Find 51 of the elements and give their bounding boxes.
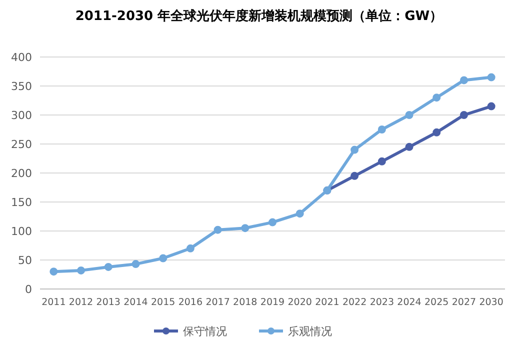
point <box>77 266 86 274</box>
x-tick-label: 2020 <box>288 297 312 308</box>
x-tick-label: 2016 <box>178 297 203 308</box>
point <box>350 172 359 180</box>
x-tick-label: 2014 <box>124 297 148 308</box>
y-tick-label: 250 <box>11 138 32 151</box>
x-tick-label: 2023 <box>370 297 394 308</box>
point <box>487 73 496 82</box>
x-tick-label: 2015 <box>150 297 176 308</box>
x-tick-label: 2011 <box>42 297 66 308</box>
point <box>460 111 468 119</box>
legend-label: 乐观情况 <box>288 325 332 338</box>
y-tick-label: 200 <box>11 167 32 180</box>
x-tick-label: 2021 <box>315 297 340 308</box>
point <box>132 260 140 268</box>
x-tick-label: 2013 <box>96 297 120 308</box>
point <box>268 218 276 226</box>
x-tick-label: 2027 <box>452 297 476 308</box>
point <box>405 111 414 119</box>
point <box>214 226 222 234</box>
x-tick-label: 2019 <box>260 297 285 308</box>
legend-label: 保守情况 <box>183 325 227 338</box>
y-tick-label: 400 <box>11 51 32 64</box>
point <box>159 254 168 262</box>
point <box>487 102 496 110</box>
point <box>460 76 468 84</box>
point <box>241 224 250 232</box>
x-tick-label: 2022 <box>342 297 367 308</box>
y-tick-label: 350 <box>11 80 32 93</box>
y-tick-label: 0 <box>25 283 32 296</box>
point <box>186 244 194 252</box>
point <box>50 268 58 276</box>
x-tick-label: 2018 <box>233 297 258 308</box>
point <box>104 262 112 271</box>
x-tick-label: 2012 <box>68 297 94 308</box>
point <box>405 142 414 151</box>
y-tick-label: 300 <box>11 109 32 122</box>
x-tick-label: 2024 <box>397 297 422 308</box>
y-tick-label: 50 <box>18 254 32 267</box>
x-tick-label: 2025 <box>424 297 449 308</box>
point <box>350 146 359 154</box>
y-tick-label: 150 <box>11 196 32 209</box>
point <box>432 94 441 102</box>
chart-title: 2011-2030 年全球光伏年度新增装机规模预测（单位：GW） <box>75 8 443 24</box>
point <box>296 210 304 218</box>
point <box>378 157 386 166</box>
point <box>432 128 441 136</box>
x-tick-label: 2030 <box>479 297 504 308</box>
y-tick-label: 100 <box>11 225 32 238</box>
x-tick-label: 2017 <box>206 297 230 308</box>
point <box>378 126 386 134</box>
